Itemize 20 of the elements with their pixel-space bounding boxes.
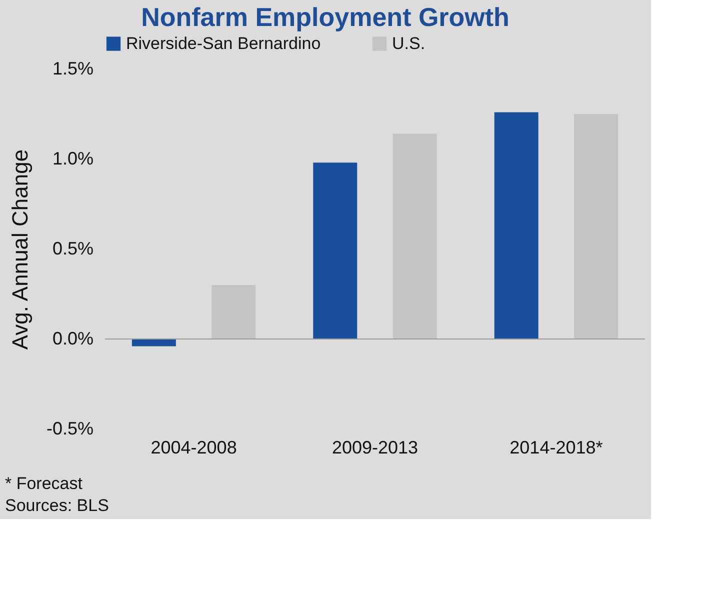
chart-title: Nonfarm Employment Growth	[141, 2, 510, 32]
y-tick-label: 0.5%	[52, 238, 94, 258]
legend-label: U.S.	[392, 34, 426, 53]
x-tick-label: 2009-2013	[332, 438, 418, 458]
x-tick-label: 2014-2018*	[510, 438, 603, 458]
bar	[132, 339, 176, 346]
y-axis-title: Avg. Annual Change	[7, 149, 32, 350]
bar	[313, 162, 358, 339]
x-tick-label: 2004-2008	[150, 438, 237, 458]
bar	[212, 285, 256, 339]
bar	[574, 114, 618, 339]
y-tick-label: 1.5%	[52, 58, 94, 78]
bar	[392, 134, 437, 339]
legend-label: Riverside-San Bernardino	[126, 34, 321, 53]
bar	[494, 112, 538, 339]
source-note: Sources: BLS	[5, 496, 109, 515]
text: * Forecast	[5, 474, 83, 493]
y-tick-label: 0.0%	[52, 328, 94, 348]
y-tick-label: 1.0%	[52, 148, 94, 168]
y-tick-label: -0.5%	[46, 418, 94, 438]
